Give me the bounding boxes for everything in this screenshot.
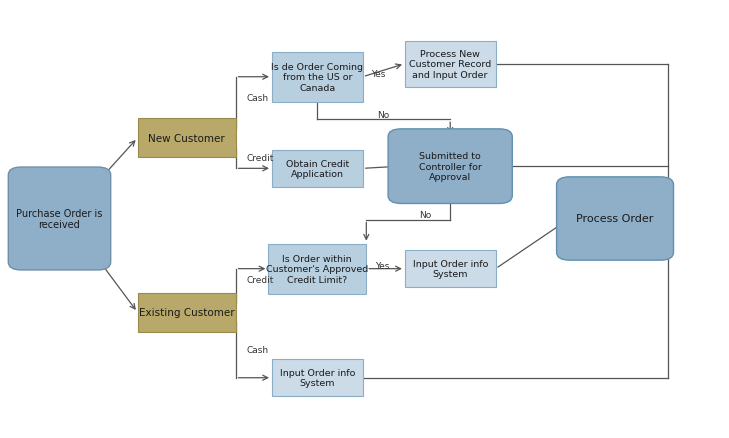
FancyBboxPatch shape (388, 130, 512, 204)
Text: New Customer: New Customer (148, 134, 225, 144)
FancyBboxPatch shape (8, 168, 111, 270)
Text: Is Order within
Customer's Approved
Credit Limit?: Is Order within Customer's Approved Cred… (266, 254, 368, 284)
FancyBboxPatch shape (556, 177, 674, 261)
Text: Credit: Credit (246, 276, 274, 284)
Text: No: No (419, 210, 431, 219)
Text: Yes: Yes (375, 261, 389, 270)
FancyBboxPatch shape (272, 359, 363, 396)
FancyBboxPatch shape (272, 53, 363, 102)
FancyBboxPatch shape (138, 119, 235, 158)
Text: Submitted to
Controller for
Approval: Submitted to Controller for Approval (418, 152, 482, 182)
Text: No: No (378, 110, 390, 119)
Text: Cash: Cash (246, 94, 268, 103)
Text: Yes: Yes (371, 70, 386, 78)
Text: Input Order info
System: Input Order info System (280, 368, 355, 388)
Text: Credit: Credit (246, 154, 274, 163)
Text: Cash: Cash (246, 346, 268, 355)
FancyBboxPatch shape (272, 150, 363, 187)
Text: Purchase Order is
received: Purchase Order is received (16, 208, 103, 230)
FancyBboxPatch shape (138, 293, 235, 332)
FancyBboxPatch shape (268, 244, 366, 294)
Text: Process Order: Process Order (577, 214, 654, 224)
FancyBboxPatch shape (405, 42, 496, 87)
Text: Obtain Credit
Application: Obtain Credit Application (286, 159, 349, 179)
Text: Existing Customer: Existing Customer (139, 307, 235, 318)
FancyBboxPatch shape (405, 251, 496, 288)
Text: Input Order info
System: Input Order info System (413, 259, 488, 279)
Text: Process New
Customer Record
and Input Order: Process New Customer Record and Input Or… (409, 49, 491, 79)
Text: Is de Order Coming
from the US or
Canada: Is de Order Coming from the US or Canada (271, 63, 363, 92)
